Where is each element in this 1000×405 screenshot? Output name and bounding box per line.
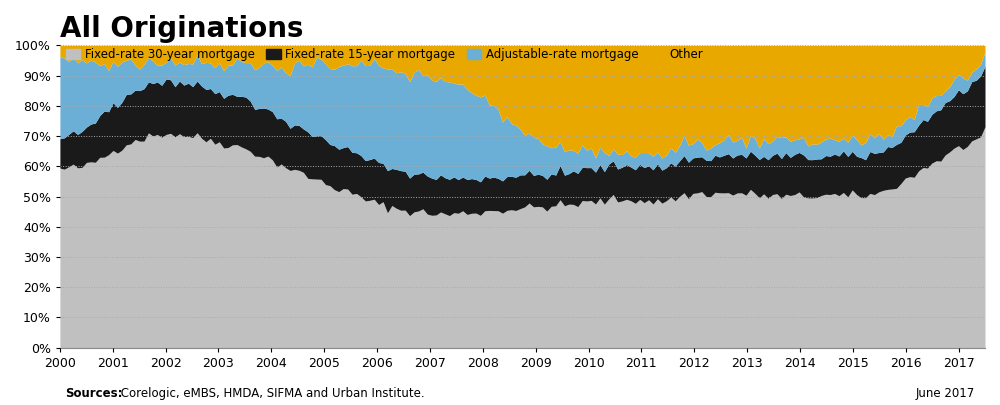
- Text: All Originations: All Originations: [60, 15, 303, 43]
- Text: Sources:: Sources:: [65, 387, 122, 400]
- Text: Corelogic, eMBS, HMDA, SIFMA and Urban Institute.: Corelogic, eMBS, HMDA, SIFMA and Urban I…: [117, 387, 425, 400]
- Legend: Fixed-rate 30-year mortgage, Fixed-rate 15-year mortgage, Adjustable-rate mortga: Fixed-rate 30-year mortgage, Fixed-rate …: [66, 48, 703, 61]
- Text: June 2017: June 2017: [916, 387, 975, 400]
